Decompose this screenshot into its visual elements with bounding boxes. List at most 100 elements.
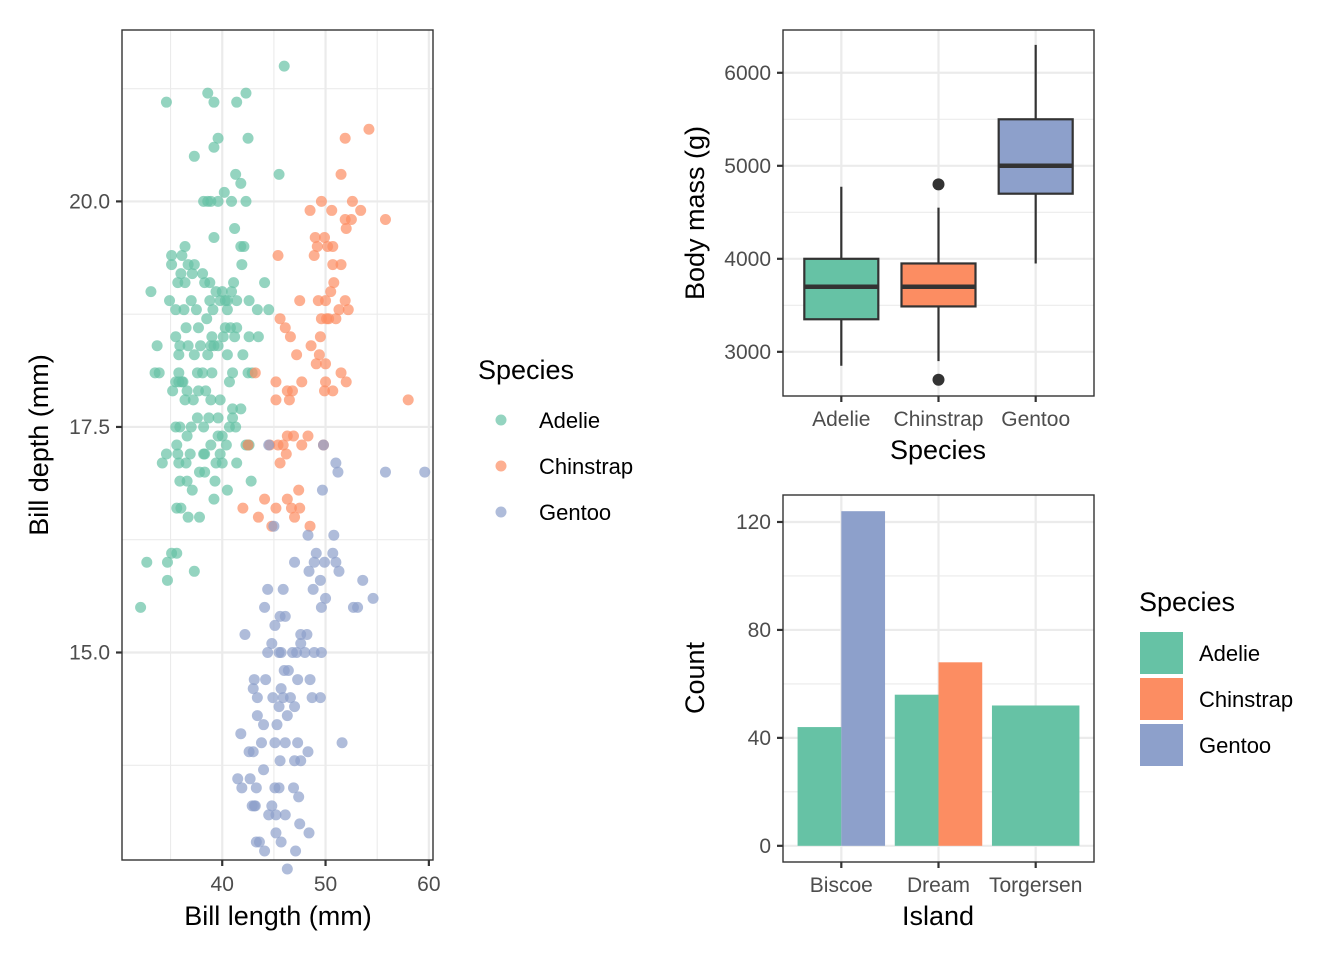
scatter-point-chinstrap	[311, 241, 323, 253]
scatter-point-adelie	[166, 259, 178, 271]
scatter-point-adelie	[177, 376, 189, 388]
scatter-point-gentoo	[274, 610, 286, 622]
scatter-point-gentoo	[271, 719, 283, 731]
scatter-point-adelie	[245, 475, 257, 487]
scatter-point-adelie	[195, 340, 207, 352]
scatter-point-gentoo	[303, 565, 315, 577]
scatter-y-tick-label: 17.5	[69, 416, 110, 439]
scatter-point-chinstrap	[327, 385, 339, 397]
scatter-point-chinstrap	[326, 204, 338, 216]
scatter-point-gentoo	[295, 755, 307, 767]
scatter-point-gentoo	[273, 701, 285, 713]
scatter-point-gentoo	[266, 800, 278, 812]
scatter-point-adelie	[186, 268, 198, 280]
scatter-point-adelie	[219, 322, 231, 334]
scatter-point-gentoo	[295, 637, 307, 649]
scatter-point-chinstrap	[319, 385, 331, 397]
scatter-point-gentoo	[250, 836, 262, 848]
scatter-point-gentoo	[330, 457, 342, 469]
scatter-x-tick-label: 40	[211, 873, 234, 896]
scatter-point-adelie	[198, 448, 210, 460]
bar-chart: 0 40 80 120 Biscoe Dream Torgersen Island Coun…	[680, 494, 1095, 931]
scatter-point-adelie	[178, 304, 190, 316]
scatter-point-adelie	[188, 150, 200, 162]
scatter-point-adelie	[135, 601, 147, 613]
scatter-point-adelie	[182, 259, 194, 271]
scatter-point-adelie	[227, 403, 239, 415]
legend-swatch-gentoo	[1140, 724, 1183, 766]
scatter-point-adelie	[167, 385, 179, 397]
box-iqr	[997, 118, 1074, 195]
scatter-point-adelie	[214, 448, 226, 460]
barchart-y-tick-label: 80	[748, 619, 771, 642]
scatter-point-adelie	[171, 439, 183, 451]
scatter-point-gentoo	[274, 755, 286, 767]
scatter-point-gentoo	[258, 764, 270, 776]
scatter-point-adelie	[204, 295, 216, 307]
scatter-point-chinstrap	[340, 222, 352, 234]
scatter-point-adelie	[201, 313, 213, 325]
scatter-point-adelie	[208, 232, 220, 243]
boxplot-x-axis-title: Species	[890, 435, 986, 465]
scatter-point-adelie	[231, 96, 243, 108]
scatter-point-gentoo	[336, 737, 348, 749]
scatter-point-gentoo	[291, 647, 303, 658]
scatter-point-gentoo	[347, 601, 359, 613]
scatter-point-gentoo	[292, 674, 304, 686]
scatter-point-chinstrap	[296, 376, 308, 388]
scatter-point-adelie	[160, 96, 172, 108]
scatter-point-gentoo	[279, 809, 291, 821]
scatter-point-adelie	[210, 457, 222, 469]
outlier-point	[932, 178, 945, 191]
scatter-point-adelie	[206, 367, 218, 379]
scatter-point-chinstrap	[355, 204, 367, 216]
scatter-point-gentoo	[328, 529, 340, 541]
scatter-point-adelie	[179, 394, 191, 406]
scatter-point-adelie	[192, 322, 204, 334]
scatter-point-adelie	[212, 412, 224, 424]
scatter-point-gentoo	[259, 601, 271, 613]
barchart-legend-label-adelie: Adelie	[1199, 641, 1260, 666]
scatter-point-adelie	[184, 448, 196, 460]
scatter-point-chinstrap	[272, 439, 284, 451]
scatter-point-chinstrap	[242, 439, 254, 451]
scatter-legend-title: Species	[478, 355, 574, 385]
scatter-point-chinstrap	[339, 213, 351, 225]
scatter-point-chinstrap	[315, 195, 327, 207]
scatter-point-adelie	[252, 331, 264, 343]
scatter-axes: 40 50 60 15.0 17.5 20.0	[69, 190, 440, 896]
barchart-y-tick-label: 40	[748, 727, 771, 750]
scatter-point-gentoo	[277, 583, 289, 595]
scatter-point-chinstrap	[314, 331, 326, 343]
scatter-point-adelie	[263, 304, 275, 316]
barchart-x-tick-label: Dream	[907, 874, 970, 897]
scatter-point-chinstrap	[305, 340, 317, 352]
scatter-point-adelie	[240, 195, 252, 207]
scatter-point-gentoo	[235, 728, 247, 740]
scatter-point-gentoo	[314, 692, 326, 704]
scatter-point-adelie	[220, 439, 232, 451]
scatter-point-adelie	[200, 385, 212, 397]
scatter-point-adelie	[209, 475, 221, 487]
scatter-point-chinstrap	[259, 493, 271, 505]
scatter-point-chinstrap	[272, 250, 284, 262]
scatter-point-gentoo	[289, 556, 301, 568]
barchart-x-tick-label: Biscoe	[810, 874, 873, 897]
scatter-point-chinstrap	[291, 349, 303, 361]
legend-swatch-adelie	[1140, 632, 1183, 674]
scatter-point-gentoo	[284, 692, 296, 704]
scatter-point-gentoo	[255, 737, 267, 749]
scatter-points	[135, 60, 431, 875]
scatter-point-adelie	[229, 222, 241, 234]
scatter-point-chinstrap	[346, 195, 358, 207]
scatter-point-adelie	[141, 556, 153, 568]
scatter-point-adelie	[170, 331, 182, 343]
scatter-point-adelie	[187, 394, 199, 406]
scatter-point-gentoo	[267, 692, 279, 704]
scatter-point-adelie	[202, 87, 214, 99]
scatter-point-chinstrap	[293, 484, 305, 496]
scatter-point-gentoo	[289, 701, 301, 713]
barchart-legend-item-chinstrap: Chinstrap	[1140, 678, 1293, 720]
outlier-point	[932, 373, 945, 386]
scatter-point-gentoo	[258, 719, 270, 731]
